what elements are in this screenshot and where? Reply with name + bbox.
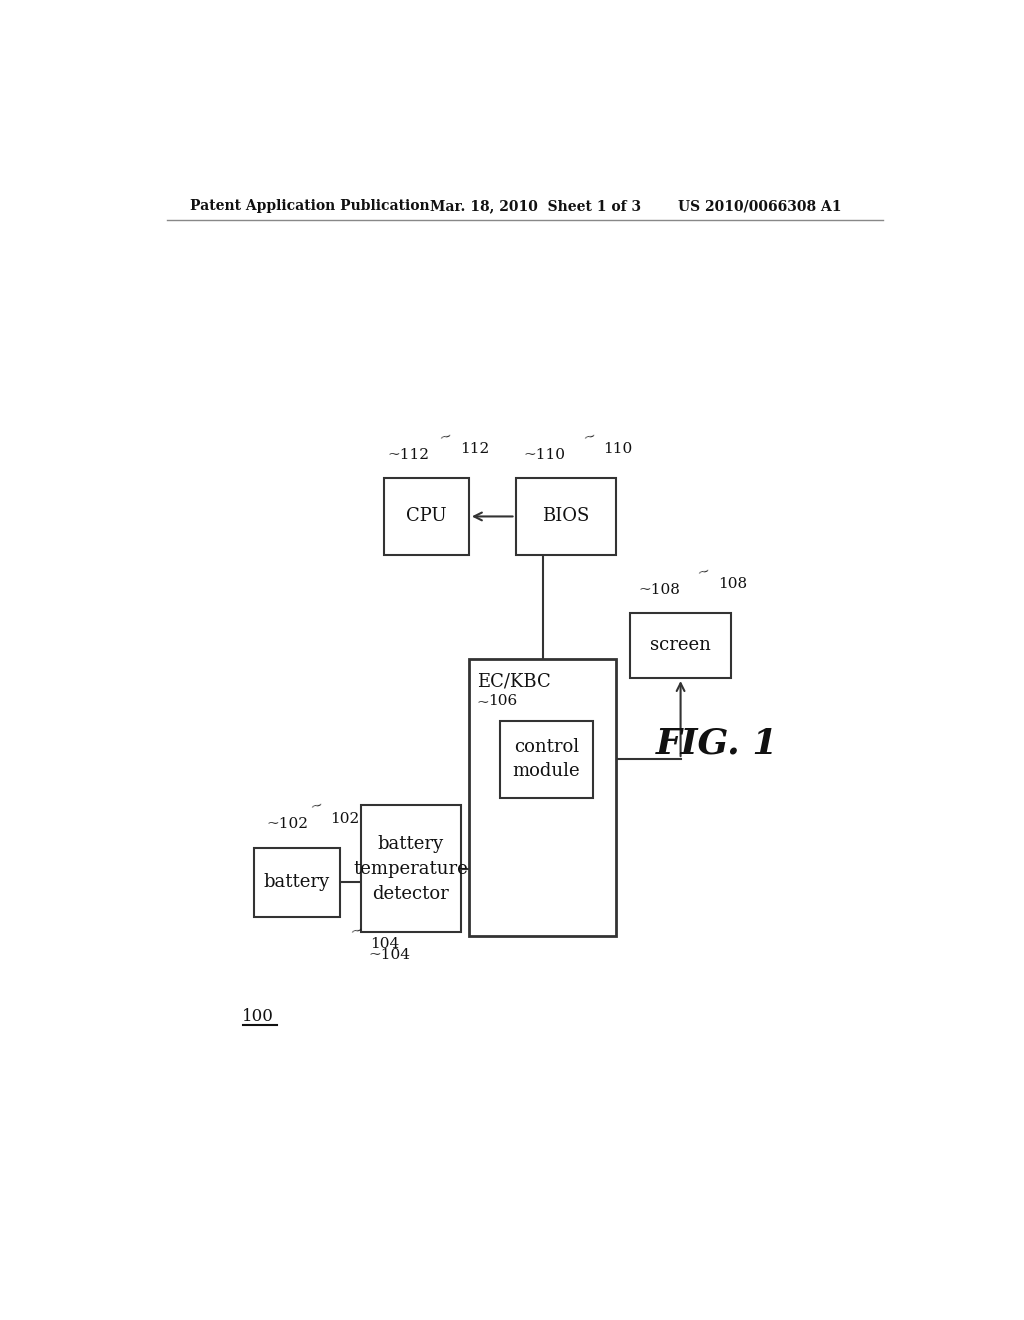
Text: BIOS: BIOS bbox=[542, 507, 590, 525]
Text: battery
temperature
detector: battery temperature detector bbox=[353, 834, 468, 903]
Text: FIG. 1: FIG. 1 bbox=[655, 726, 778, 760]
Text: screen: screen bbox=[650, 636, 711, 655]
Text: ~: ~ bbox=[477, 697, 489, 710]
Text: 104: 104 bbox=[371, 937, 399, 950]
Bar bbox=[360, 805, 461, 932]
Text: ~: ~ bbox=[438, 429, 454, 446]
Text: 110: 110 bbox=[603, 442, 633, 457]
Bar bbox=[515, 478, 616, 554]
Text: 112: 112 bbox=[460, 442, 488, 457]
Text: ~: ~ bbox=[348, 923, 365, 940]
Text: ~110: ~110 bbox=[523, 447, 565, 462]
Text: ~112: ~112 bbox=[388, 447, 430, 462]
Bar bbox=[384, 478, 469, 554]
Bar bbox=[469, 659, 616, 936]
Text: battery: battery bbox=[264, 874, 330, 891]
Text: ~102: ~102 bbox=[266, 817, 308, 832]
Text: control
module: control module bbox=[513, 738, 581, 780]
Text: ~: ~ bbox=[308, 799, 325, 816]
Text: ~: ~ bbox=[582, 429, 597, 446]
Text: 100: 100 bbox=[243, 1008, 274, 1026]
Bar bbox=[500, 721, 593, 797]
Text: 106: 106 bbox=[488, 694, 517, 709]
Text: Mar. 18, 2010  Sheet 1 of 3: Mar. 18, 2010 Sheet 1 of 3 bbox=[430, 199, 641, 213]
Text: US 2010/0066308 A1: US 2010/0066308 A1 bbox=[678, 199, 842, 213]
Bar bbox=[254, 847, 340, 917]
Text: ~104: ~104 bbox=[369, 948, 411, 962]
Text: 102: 102 bbox=[331, 812, 359, 826]
Text: CPU: CPU bbox=[407, 507, 446, 525]
Text: Patent Application Publication: Patent Application Publication bbox=[190, 199, 430, 213]
Bar bbox=[630, 612, 731, 678]
Text: EC/KBC: EC/KBC bbox=[477, 673, 551, 690]
Text: ~108: ~108 bbox=[638, 582, 680, 597]
Text: ~: ~ bbox=[696, 564, 712, 581]
Text: 108: 108 bbox=[718, 577, 746, 591]
